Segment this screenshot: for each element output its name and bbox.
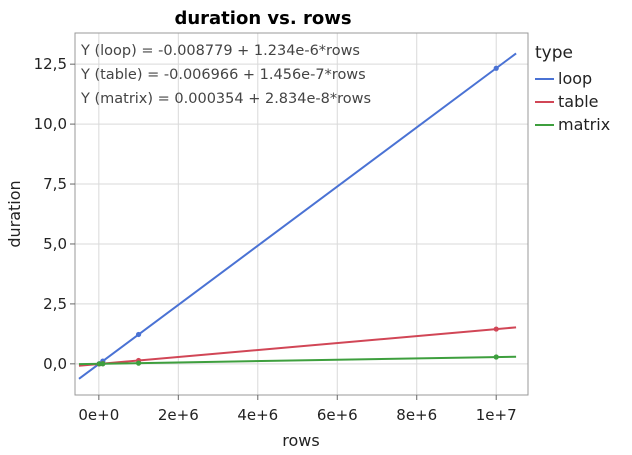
y-tick-label: 12,5 xyxy=(34,55,67,73)
y-tick-label: 2,5 xyxy=(43,295,67,313)
x-tick-label: 0e+0 xyxy=(78,406,119,424)
fit-line-matrix xyxy=(78,355,517,366)
fit-lines xyxy=(78,52,517,380)
data-point-loop xyxy=(493,65,499,71)
legend-title: type xyxy=(535,43,573,63)
legend-label-matrix: matrix xyxy=(558,115,610,134)
legend-label-loop: loop xyxy=(558,69,592,88)
y-tick-label: 5,0 xyxy=(43,235,67,253)
x-axis-label: rows xyxy=(282,431,319,450)
y-tick-label: 10,0 xyxy=(34,115,67,133)
chart-title: duration vs. rows xyxy=(174,8,351,29)
fit-equations: Y (loop) = -0.008779 + 1.234e-6*rows Y (t… xyxy=(80,43,371,107)
legend: type loop table matrix xyxy=(535,43,610,134)
data-points xyxy=(96,65,499,367)
fit-line-loop xyxy=(78,52,517,380)
legend-label-table: table xyxy=(558,92,599,111)
x-tick-label: 1e+7 xyxy=(476,406,517,424)
plot-frame xyxy=(74,32,529,396)
x-tick-label: 2e+6 xyxy=(158,406,199,424)
x-axis: 0e+0 2e+6 4e+6 6e+6 8e+6 1e+7 xyxy=(78,395,517,424)
data-point-matrix xyxy=(100,361,106,367)
data-point-matrix xyxy=(493,354,499,360)
data-point-matrix xyxy=(135,360,142,366)
data-point-loop xyxy=(135,331,142,338)
fit-equation-loop: Y (loop) = -0.008779 + 1.234e-6*rows xyxy=(80,43,360,59)
y-axis: 0,0 2,5 5,0 7,5 10,0 12,5 xyxy=(34,55,75,373)
y-tick-label: 7,5 xyxy=(43,175,67,193)
fit-line-table xyxy=(78,326,517,367)
fit-equation-table: Y (table) = -0.006966 + 1.456e-7*rows xyxy=(80,67,366,83)
x-tick-label: 6e+6 xyxy=(317,406,358,424)
x-tick-label: 8e+6 xyxy=(396,406,437,424)
fit-equation-matrix: Y (matrix) = 0.000354 + 2.834e-8*rows xyxy=(80,91,371,107)
data-point-table xyxy=(493,326,499,332)
x-tick-label: 4e+6 xyxy=(237,406,278,424)
y-tick-label: 0,0 xyxy=(43,355,67,373)
y-axis-label: duration xyxy=(5,180,24,247)
